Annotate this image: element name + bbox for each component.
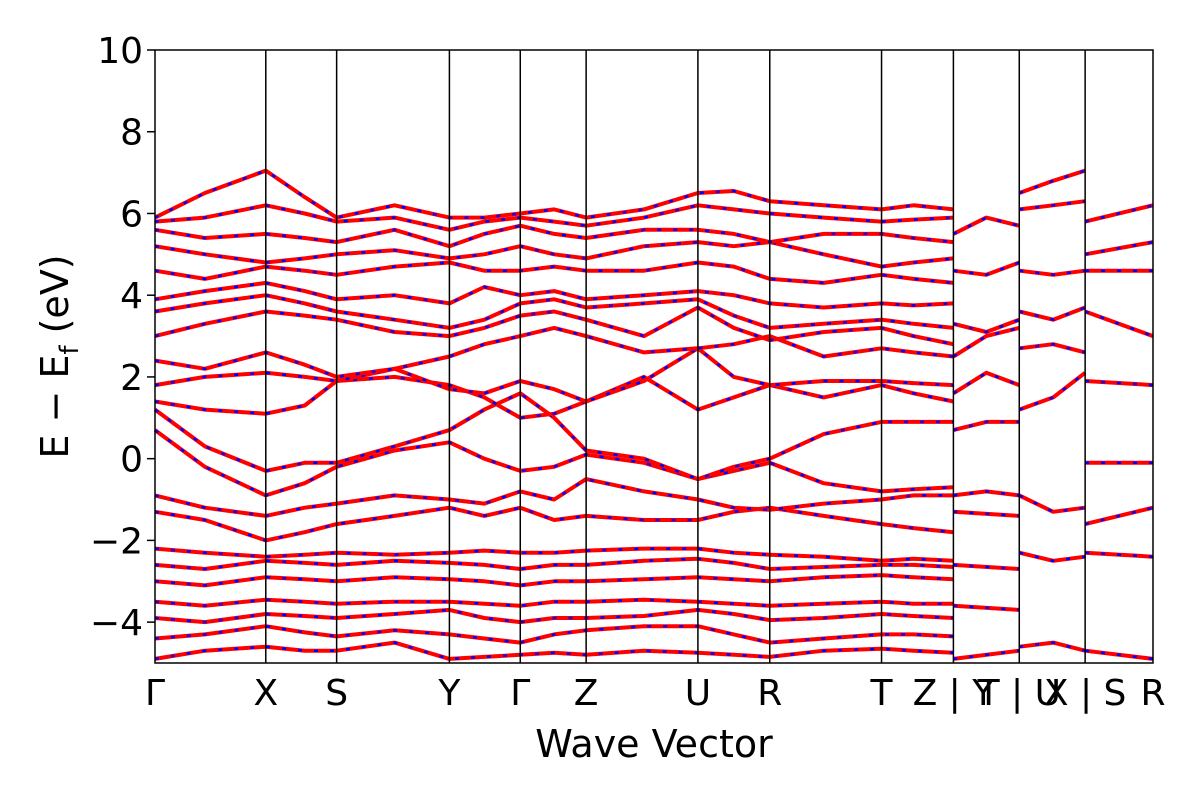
band-line-overlay-40 bbox=[1019, 199, 1086, 211]
x-tick-label-7: R bbox=[757, 673, 782, 714]
band-line-overlay-38 bbox=[1019, 306, 1086, 322]
band-line-overlay-32 bbox=[952, 216, 1020, 236]
y-axis-label-subscript: f bbox=[55, 345, 85, 355]
y-tick-label-3: 2 bbox=[120, 358, 143, 399]
band-line-overlay-34 bbox=[1019, 551, 1086, 563]
x-axis-label: Wave Vector bbox=[535, 722, 773, 766]
band-line-29 bbox=[952, 325, 1020, 359]
y-tick-label-6: 8 bbox=[120, 113, 143, 154]
band-line-overlay-39 bbox=[1019, 269, 1086, 277]
band-line-overlay-18 bbox=[154, 240, 954, 268]
y-axis-label-main: E − E bbox=[33, 355, 77, 459]
band-line-overlay-3 bbox=[154, 598, 954, 608]
x-tick-label-9: Z | Y bbox=[913, 673, 996, 714]
band-line-41 bbox=[1018, 168, 1086, 195]
y-tick-label-1: −2 bbox=[90, 521, 143, 562]
band-line-8 bbox=[154, 477, 954, 518]
x-tick-label-8: T bbox=[870, 673, 894, 714]
band-line-overlay-1 bbox=[154, 624, 954, 644]
y-tick-label-7: 10 bbox=[97, 31, 143, 72]
band-line-overlay-17 bbox=[154, 261, 954, 285]
band-line-38 bbox=[1018, 305, 1086, 322]
band-line-overlay-43 bbox=[1085, 551, 1154, 558]
band-line-19 bbox=[154, 223, 954, 249]
band-line-overlay-22 bbox=[953, 649, 1020, 661]
x-axis-ticks: Γ X S Y Γ Z U R T Z | YT | UX | S R bbox=[145, 673, 1166, 714]
band-line-0 bbox=[154, 640, 954, 661]
band-line-21 bbox=[154, 168, 954, 220]
x-tick-label-3: Y bbox=[437, 673, 461, 714]
plot-frame bbox=[154, 49, 1154, 664]
band-line-10 bbox=[153, 391, 954, 482]
band-line-overlay-46 bbox=[1085, 379, 1154, 387]
band-line-overlay-42 bbox=[1084, 649, 1154, 661]
band-line-overlay-24 bbox=[953, 563, 1020, 571]
x-tick-label-12: R bbox=[1140, 673, 1165, 714]
band-lines bbox=[153, 168, 1154, 661]
x-tick-label-0: Γ bbox=[145, 673, 165, 714]
band-line-overlay-44 bbox=[1084, 506, 1154, 526]
band-line-overlay-2 bbox=[154, 608, 954, 624]
kpoint-separators bbox=[265, 50, 1086, 663]
y-tick-label-0: −4 bbox=[90, 603, 143, 644]
band-line-36 bbox=[1018, 371, 1087, 412]
band-line-11 bbox=[154, 374, 954, 420]
x-tick-label-1: X bbox=[253, 673, 278, 714]
band-line-28 bbox=[952, 370, 1020, 395]
x-tick-label-11: X | S bbox=[1044, 673, 1127, 714]
band-line-overlay-49 bbox=[1084, 240, 1154, 256]
x-tick-label-4: Γ bbox=[510, 673, 530, 714]
band-line-overlay-50 bbox=[1084, 204, 1154, 223]
band-line-overlay-23 bbox=[953, 604, 1020, 612]
y-axis-ticks: −4 −2 0 2 4 6 8 10 bbox=[90, 31, 155, 644]
band-line-31 bbox=[953, 260, 1020, 277]
band-line-overlay-0 bbox=[154, 641, 954, 661]
band-line-overlay-4 bbox=[154, 573, 954, 587]
band-line-overlay-26 bbox=[953, 490, 1020, 497]
x-tick-label-6: U bbox=[685, 673, 711, 714]
band-line-overlay-37 bbox=[1019, 342, 1086, 354]
y-tick-label-2: 0 bbox=[120, 440, 143, 481]
band-line-47 bbox=[1084, 309, 1154, 338]
band-line-20 bbox=[154, 203, 954, 232]
band-line-15 bbox=[154, 293, 954, 330]
x-tick-label-5: Z bbox=[574, 673, 599, 714]
y-axis-label: E − Ef (eV) bbox=[33, 254, 85, 458]
band-line-overlay-11 bbox=[154, 375, 954, 420]
band-line-overlay-13 bbox=[154, 326, 954, 379]
band-line-overlay-27 bbox=[953, 420, 1020, 432]
band-line-35 bbox=[1018, 493, 1086, 514]
band-line-32 bbox=[952, 215, 1020, 236]
band-line-7 bbox=[154, 505, 954, 543]
band-line-overlay-9 bbox=[154, 429, 954, 497]
band-line-13 bbox=[154, 325, 954, 379]
y-tick-label-5: 6 bbox=[120, 194, 143, 235]
band-line-16 bbox=[154, 280, 954, 310]
band-line-overlay-5 bbox=[154, 557, 954, 571]
band-line-overlay-12 bbox=[154, 346, 954, 403]
x-tick-label-10: T | U bbox=[977, 673, 1061, 714]
band-line-6 bbox=[154, 546, 954, 563]
band-line-14 bbox=[154, 305, 954, 347]
y-axis-label-unit: (eV) bbox=[33, 254, 77, 345]
y-tick-label-4: 4 bbox=[120, 276, 143, 317]
band-line-overlay-33 bbox=[1019, 641, 1086, 652]
band-line-overlay-31 bbox=[953, 261, 1020, 277]
band-line-2 bbox=[154, 607, 954, 625]
band-line-overlay-25 bbox=[953, 510, 1020, 518]
x-tick-label-2: S bbox=[325, 673, 348, 714]
band-line-overlay-30 bbox=[953, 318, 1020, 334]
